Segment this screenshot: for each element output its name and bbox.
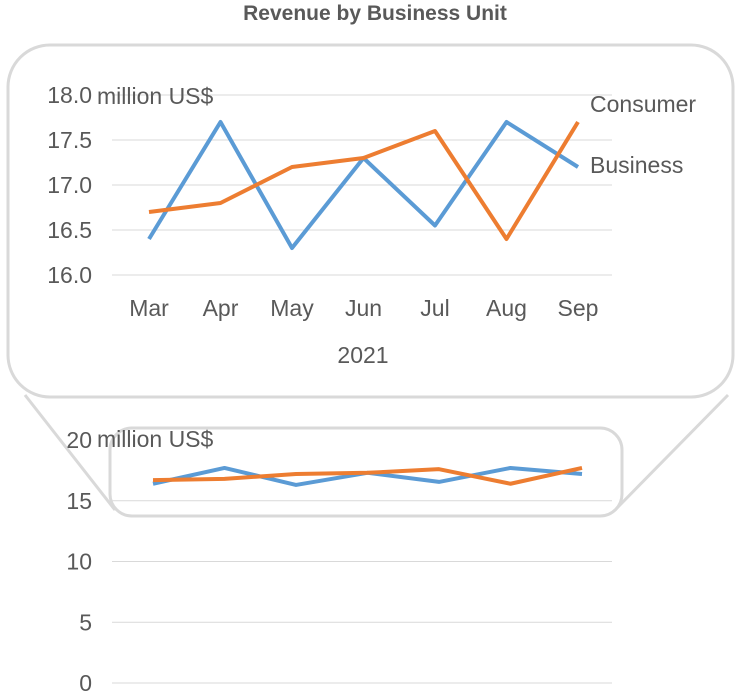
series-label-consumer: Consumer xyxy=(590,91,696,117)
overview-y-tick-label: 10 xyxy=(66,549,92,575)
detail-x-axis-label: 2021 xyxy=(337,342,388,368)
overview-series-line-consumer xyxy=(152,465,583,486)
detail-x-tick-label: Sep xyxy=(558,295,599,321)
zoom-connector-right xyxy=(613,393,730,512)
detail-y-tick-label: 17.5 xyxy=(47,127,92,153)
detail-y-tick-label: 17.0 xyxy=(47,172,92,198)
detail-y-tick-label: 16.5 xyxy=(47,217,92,243)
overview-y-unit-label: million US$ xyxy=(97,426,214,452)
detail-x-tick-label: Jul xyxy=(420,295,449,321)
overview-series-lines xyxy=(152,465,583,487)
detail-gridlines xyxy=(112,94,612,276)
detail-x-tick-label: Aug xyxy=(486,295,527,321)
zoom-connector-left xyxy=(23,394,117,511)
detail-x-tick-label: Apr xyxy=(203,295,239,321)
zoom-detail-frame xyxy=(6,43,735,399)
overview-y-tick-label: 15 xyxy=(66,488,92,514)
detail-series-lines xyxy=(147,120,580,250)
overview-gridlines xyxy=(112,500,612,684)
detail-y-tick-label: 16.0 xyxy=(47,262,92,288)
detail-series-line-consumer xyxy=(148,120,580,241)
detail-series-labels: Business Consumer xyxy=(590,91,696,178)
detail-y-unit-label: million US$ xyxy=(97,83,214,109)
detail-y-tick-label: 18.0 xyxy=(47,82,92,108)
overview-y-tick-label: 0 xyxy=(79,670,92,696)
detail-x-tick-label: Jun xyxy=(345,295,382,321)
overview-y-tick-label: 5 xyxy=(79,609,92,635)
detail-x-tick-label: Mar xyxy=(129,295,169,321)
detail-x-tick-label: May xyxy=(270,295,314,321)
overview-y-tick-label: 20 xyxy=(66,427,92,453)
chart-title: Revenue by Business Unit xyxy=(243,2,507,25)
series-label-business: Business xyxy=(590,152,683,178)
detail-x-tick-labels: Mar Apr May Jun Jul Aug Sep xyxy=(129,295,598,321)
overview-y-tick-labels: 0 5 10 15 20 xyxy=(66,427,92,696)
detail-y-tick-labels: 16.0 16.5 17.0 17.5 18.0 xyxy=(47,82,92,288)
